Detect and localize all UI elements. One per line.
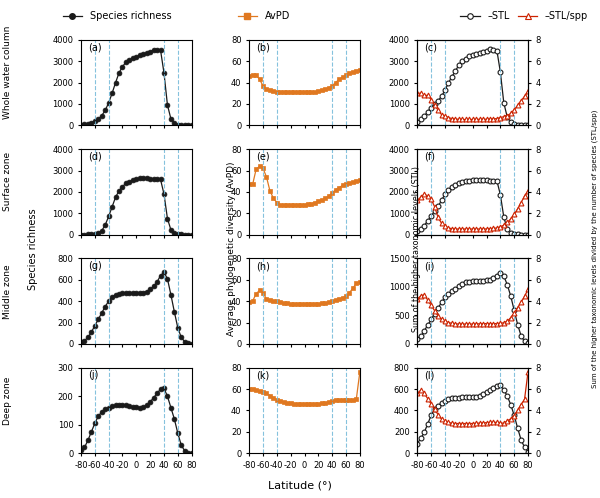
Text: (i): (i) [424, 261, 434, 271]
Text: (c): (c) [424, 42, 437, 52]
Text: (h): (h) [256, 261, 269, 271]
Text: Surface zone: Surface zone [2, 152, 12, 211]
Text: (d): (d) [88, 152, 101, 162]
Text: Whole water column: Whole water column [2, 25, 12, 119]
Text: (k): (k) [256, 371, 269, 380]
Text: (e): (e) [256, 152, 269, 162]
Text: Sum of the higher taxonomic levels (STL): Sum of the higher taxonomic levels (STL) [413, 166, 421, 332]
Text: (l): (l) [424, 371, 434, 380]
Text: (b): (b) [256, 42, 269, 52]
Text: Species richness: Species richness [28, 208, 38, 290]
Text: (a): (a) [88, 42, 101, 52]
Legend: –STL, –STL/spp: –STL, –STL/spp [457, 7, 592, 25]
Text: Average phylogenetic diversity (AvPD): Average phylogenetic diversity (AvPD) [227, 162, 235, 336]
Text: Latitude (°): Latitude (°) [268, 481, 332, 491]
Text: (j): (j) [88, 371, 98, 380]
Text: (f): (f) [424, 152, 435, 162]
Legend: AvPD: AvPD [234, 7, 294, 25]
Text: (g): (g) [88, 261, 101, 271]
Legend: Species richness: Species richness [59, 7, 175, 25]
Text: Middle zone: Middle zone [2, 264, 12, 319]
Text: Deep zone: Deep zone [2, 376, 12, 425]
Text: Sum of the higher taxonomic levels divided by the number of species (STL/spp): Sum of the higher taxonomic levels divid… [592, 110, 598, 388]
